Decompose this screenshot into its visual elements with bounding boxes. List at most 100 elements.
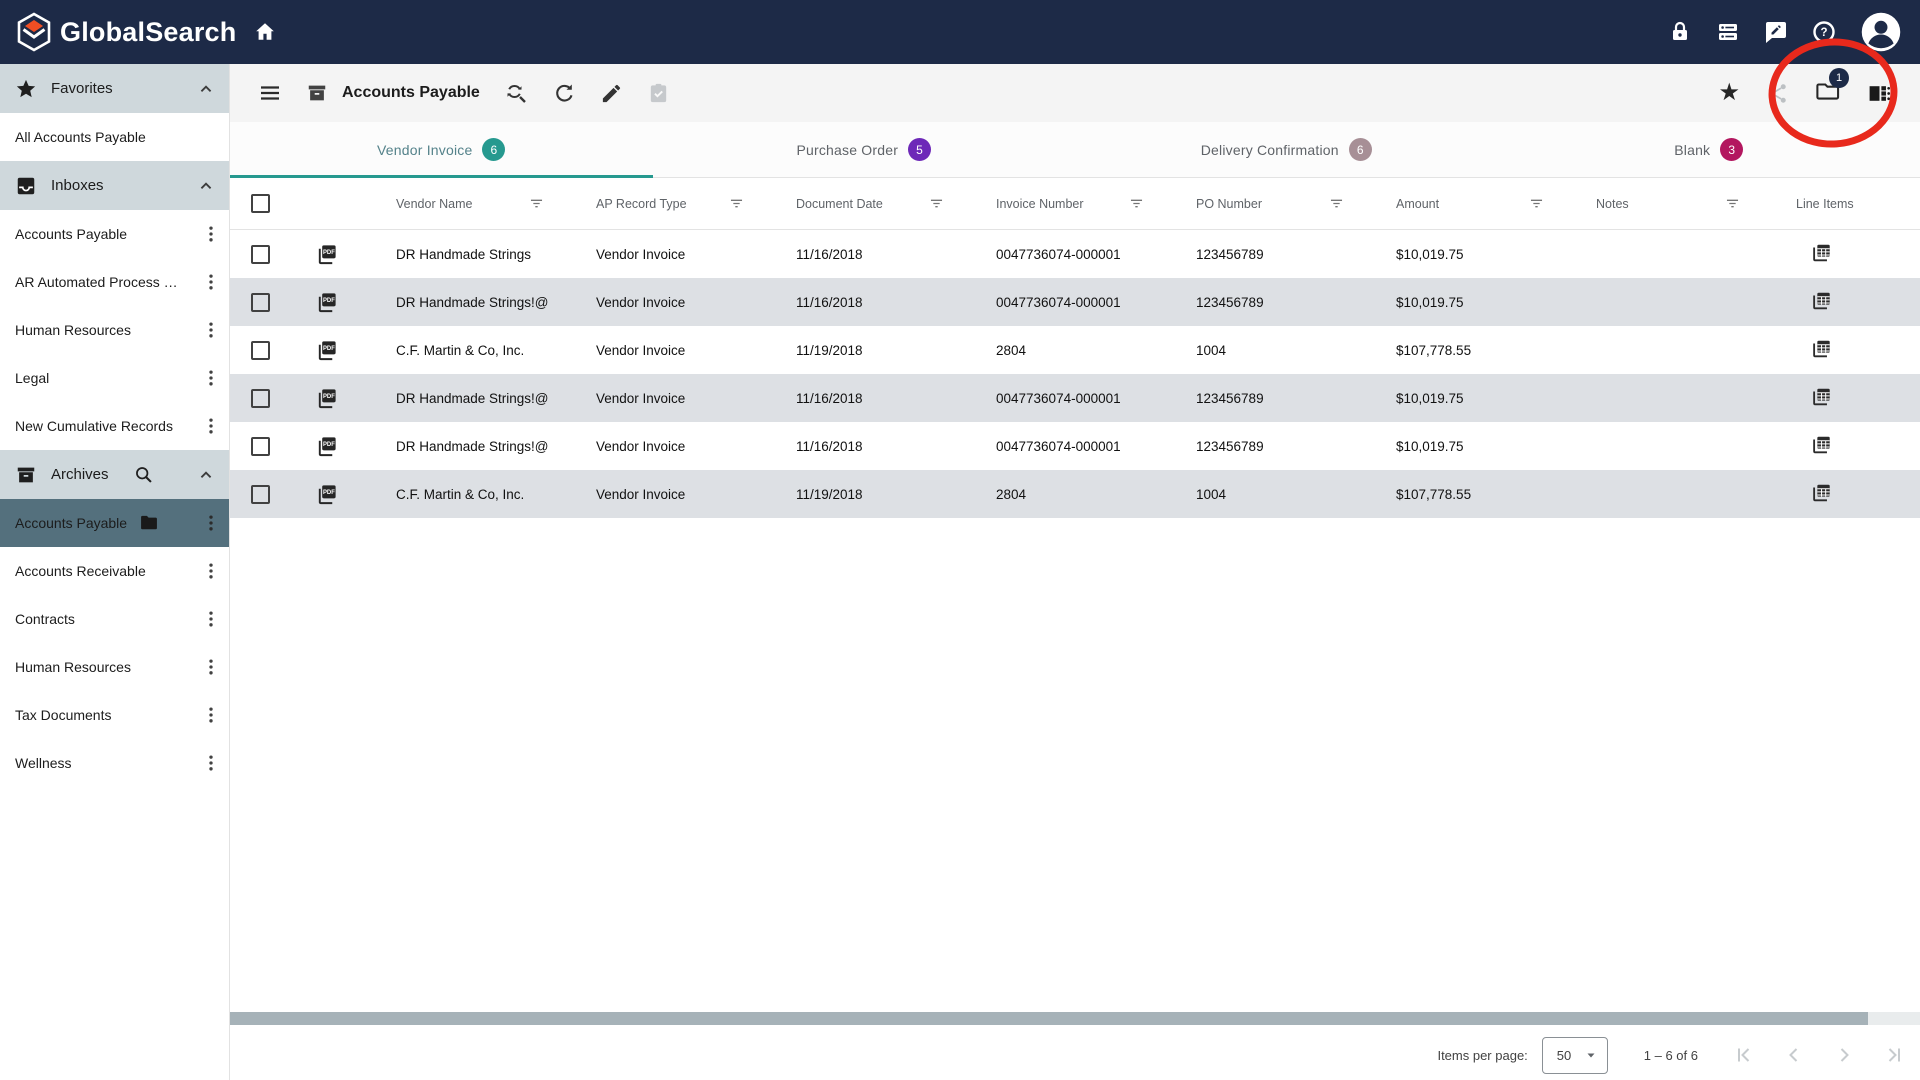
tab-purchase-order[interactable]: Purchase Order 5 — [653, 122, 1076, 177]
chevron-up-icon[interactable] — [195, 78, 217, 100]
cell-po-number: 123456789 — [1162, 295, 1362, 310]
filter-icon[interactable] — [527, 194, 546, 213]
line-items-icon[interactable] — [1810, 242, 1832, 264]
column-header-invoice-number[interactable]: Invoice Number — [962, 194, 1162, 213]
kebab-menu-icon[interactable] — [201, 705, 221, 725]
table-row[interactable]: PDF DR Handmade Strings Vendor Invoice 1… — [230, 230, 1920, 278]
column-header-document-date[interactable]: Document Date — [762, 194, 962, 213]
sidebar-item-archive-tax-documents[interactable]: Tax Documents — [0, 691, 229, 739]
table-row[interactable]: PDF DR Handmade Strings!@ Vendor Invoice… — [230, 278, 1920, 326]
column-header-line-items: Line Items — [1758, 197, 1920, 211]
sidebar-item-archive-accounts-payable[interactable]: Accounts Payable — [0, 499, 229, 547]
row-checkbox[interactable] — [251, 341, 270, 360]
filter-icon[interactable] — [1527, 194, 1546, 213]
filter-icon[interactable] — [727, 194, 746, 213]
line-items-icon[interactable] — [1810, 482, 1832, 504]
table-row[interactable]: PDF C.F. Martin & Co, Inc. Vendor Invoic… — [230, 326, 1920, 374]
lock-icon[interactable] — [1668, 20, 1692, 44]
svg-text:?: ? — [1820, 27, 1827, 39]
sidebar-item-inbox-accounts-payable[interactable]: Accounts Payable — [0, 210, 229, 258]
kebab-menu-icon[interactable] — [201, 513, 221, 533]
next-page-icon[interactable] — [1832, 1043, 1856, 1067]
last-page-icon[interactable] — [1882, 1043, 1906, 1067]
tab-blank[interactable]: Blank 3 — [1498, 122, 1920, 177]
table-row[interactable]: PDF DR Handmade Strings!@ Vendor Invoice… — [230, 422, 1920, 470]
viewer-layout-icon[interactable] — [1867, 81, 1892, 106]
sidebar-item-all-accounts-payable[interactable]: All Accounts Payable — [0, 113, 229, 161]
line-items-icon[interactable] — [1810, 290, 1832, 312]
sidebar-item-archive-accounts-receivable[interactable]: Accounts Receivable — [0, 547, 229, 595]
item-label: Human Resources — [15, 659, 131, 675]
feedback-icon[interactable] — [1764, 20, 1788, 44]
sidebar-section-archives[interactable]: Archives — [0, 450, 229, 499]
tab-vendor-invoice[interactable]: Vendor Invoice 6 — [230, 122, 653, 177]
column-header-vendor-name[interactable]: Vendor Name — [362, 194, 562, 213]
filter-icon[interactable] — [1127, 194, 1146, 213]
search-refresh-icon[interactable] — [504, 81, 528, 105]
favorite-star-icon[interactable]: ★ — [1718, 81, 1740, 105]
home-button[interactable] — [253, 20, 277, 49]
sidebar-section-favorites[interactable]: Favorites — [0, 64, 229, 113]
pdf-document-icon[interactable]: PDF — [315, 291, 338, 314]
refresh-icon[interactable] — [552, 81, 576, 105]
select-all-checkbox[interactable] — [251, 194, 270, 213]
row-checkbox[interactable] — [251, 293, 270, 312]
pdf-document-icon[interactable]: PDF — [315, 435, 338, 458]
sidebar-item-archive-human-resources[interactable]: Human Resources — [0, 643, 229, 691]
kebab-menu-icon[interactable] — [201, 561, 221, 581]
sidebar-item-archive-wellness[interactable]: Wellness — [0, 739, 229, 787]
row-checkbox[interactable] — [251, 389, 270, 408]
previous-page-icon[interactable] — [1782, 1043, 1806, 1067]
kebab-menu-icon[interactable] — [201, 272, 221, 292]
filter-icon[interactable] — [1723, 194, 1742, 213]
filter-icon[interactable] — [1327, 194, 1346, 213]
kebab-menu-icon[interactable] — [201, 416, 221, 436]
edit-icon[interactable] — [600, 82, 623, 105]
sidebar-item-inbox-human-resources[interactable]: Human Resources — [0, 306, 229, 354]
table-row[interactable]: PDF DR Handmade Strings!@ Vendor Invoice… — [230, 374, 1920, 422]
chevron-down-icon — [1585, 1049, 1597, 1061]
pdf-document-icon[interactable]: PDF — [315, 387, 338, 410]
search-icon[interactable] — [133, 464, 154, 485]
first-page-icon[interactable] — [1732, 1043, 1756, 1067]
line-items-icon[interactable] — [1810, 434, 1832, 456]
table-row[interactable]: PDF C.F. Martin & Co, Inc. Vendor Invoic… — [230, 470, 1920, 518]
horizontal-scrollbar-track[interactable] — [230, 1012, 1920, 1025]
kebab-menu-icon[interactable] — [201, 609, 221, 629]
sidebar-item-inbox-ar-automated-process[interactable]: AR Automated Process … — [0, 258, 229, 306]
brand-logo: GlobalSearch — [0, 12, 236, 52]
column-header-ap-record-type[interactable]: AP Record Type — [562, 194, 762, 213]
menu-icon[interactable] — [258, 81, 282, 105]
horizontal-scrollbar-thumb[interactable] — [230, 1012, 1868, 1025]
pdf-document-icon[interactable]: PDF — [315, 339, 338, 362]
row-checkbox[interactable] — [251, 485, 270, 504]
sidebar-item-inbox-new-cumulative-records[interactable]: New Cumulative Records — [0, 402, 229, 450]
column-header-amount[interactable]: Amount — [1362, 194, 1562, 213]
line-items-icon[interactable] — [1810, 338, 1832, 360]
filter-icon[interactable] — [927, 194, 946, 213]
page-size-select[interactable]: 50 — [1542, 1037, 1608, 1074]
related-documents-button[interactable]: 1 — [1815, 78, 1841, 109]
kebab-menu-icon[interactable] — [201, 320, 221, 340]
row-checkbox[interactable] — [251, 245, 270, 264]
column-header-notes[interactable]: Notes — [1562, 194, 1758, 213]
kebab-menu-icon[interactable] — [201, 753, 221, 773]
sidebar-item-inbox-legal[interactable]: Legal — [0, 354, 229, 402]
help-icon[interactable]: ? — [1812, 20, 1836, 44]
pdf-document-icon[interactable]: PDF — [315, 243, 338, 266]
kebab-menu-icon[interactable] — [201, 368, 221, 388]
queues-icon[interactable] — [1716, 20, 1740, 44]
line-items-icon[interactable] — [1810, 386, 1832, 408]
inbox-icon — [15, 175, 37, 197]
user-avatar[interactable] — [1860, 11, 1902, 53]
kebab-menu-icon[interactable] — [201, 657, 221, 677]
chevron-up-icon[interactable] — [195, 175, 217, 197]
pdf-document-icon[interactable]: PDF — [315, 483, 338, 506]
sidebar-item-archive-contracts[interactable]: Contracts — [0, 595, 229, 643]
kebab-menu-icon[interactable] — [201, 224, 221, 244]
tab-delivery-confirmation[interactable]: Delivery Confirmation 6 — [1075, 122, 1498, 177]
sidebar-section-inboxes[interactable]: Inboxes — [0, 161, 229, 210]
column-header-po-number[interactable]: PO Number — [1162, 194, 1362, 213]
chevron-up-icon[interactable] — [195, 464, 217, 486]
row-checkbox[interactable] — [251, 437, 270, 456]
